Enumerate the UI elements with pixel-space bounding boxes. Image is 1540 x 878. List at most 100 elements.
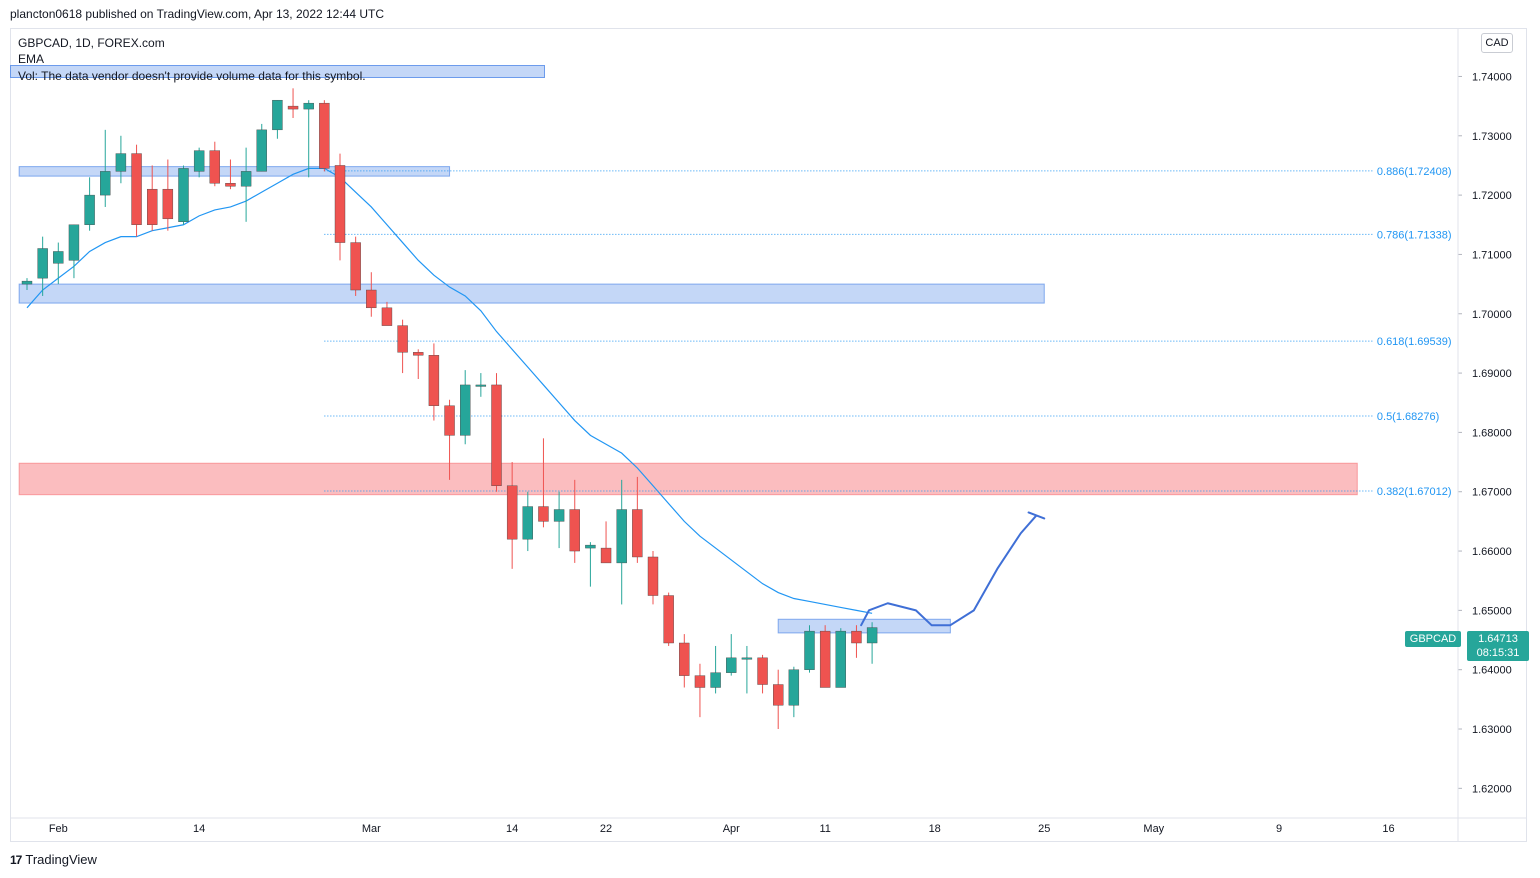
candle-body	[726, 657, 737, 673]
candle-body	[178, 168, 189, 223]
candle-body	[569, 509, 580, 552]
candle-32	[522, 491, 533, 552]
x-tick-label-8: 25	[1038, 823, 1050, 835]
x-tick-label-0: Feb	[49, 823, 68, 835]
candle-37	[600, 521, 612, 564]
candle-body	[115, 153, 127, 172]
x-tick-label-7: 18	[929, 823, 941, 835]
candle-26	[428, 343, 440, 421]
symbol-legend[interactable]: GBPCAD, 1D, FOREX.com	[18, 36, 165, 50]
candle-body	[679, 642, 690, 676]
fib-label-3: 0.5(1.68276)	[1377, 411, 1439, 423]
ema-line	[26, 167, 873, 614]
candle-1	[37, 236, 48, 296]
candle-0	[21, 278, 33, 291]
x-tick-label-3: 14	[506, 823, 518, 835]
candle-body	[616, 509, 627, 564]
candle-7	[131, 144, 142, 237]
candle-body	[553, 509, 565, 522]
ema-legend[interactable]: EMA	[18, 52, 45, 66]
y-tick-label-4: 1.70000	[1472, 309, 1512, 321]
candle-38	[616, 479, 627, 605]
footer-brand-label: TradingView	[25, 852, 97, 867]
candle-35	[569, 479, 580, 563]
zone-1	[18, 283, 1045, 304]
y-tick-label-12: 1.62000	[1472, 783, 1512, 795]
candle-body	[694, 675, 706, 688]
candle-47	[757, 654, 768, 694]
candle-5	[100, 129, 111, 207]
tradingview-logo-icon: 17	[10, 852, 22, 867]
candle-39	[632, 476, 643, 563]
candle-body	[444, 405, 455, 436]
candle-54	[866, 622, 878, 664]
zones-layer	[18, 166, 1358, 634]
candle-15	[256, 123, 267, 172]
price-tag-countdown: 08:15:31	[1476, 647, 1520, 659]
candle-body	[334, 165, 346, 243]
price-tag-value: 1.64713 08:15:31	[1467, 631, 1529, 661]
candle-body	[209, 150, 221, 184]
candle-body	[303, 102, 314, 110]
candle-body	[428, 355, 440, 406]
candle-40	[647, 551, 659, 605]
x-tick-label-1: 14	[193, 823, 205, 835]
currency-button[interactable]: CAD	[1481, 33, 1513, 53]
candle-body	[272, 99, 283, 131]
candle-body	[53, 251, 64, 264]
x-tick-label-5: Apr	[723, 823, 740, 835]
candle-body	[287, 105, 299, 110]
candle-body	[100, 171, 111, 196]
candle-9	[162, 159, 174, 231]
y-tick-label-2: 1.72000	[1472, 190, 1512, 202]
y-tick-label-0: 1.74000	[1472, 71, 1512, 83]
candle-48	[773, 669, 784, 730]
candle-body	[773, 684, 784, 706]
candle-body	[538, 506, 549, 522]
x-tick-label-4: 22	[600, 823, 612, 835]
candle-3	[68, 224, 80, 279]
candle-8	[146, 165, 158, 231]
candle-18	[303, 100, 314, 178]
candle-4	[84, 177, 95, 231]
candle-body	[397, 325, 408, 353]
y-tick-label-3: 1.71000	[1472, 249, 1512, 261]
candle-body	[804, 630, 815, 670]
candle-2	[53, 242, 64, 285]
candle-body	[193, 150, 205, 172]
volume-legend: Vol: The data vendor doesn't provide vol…	[18, 69, 366, 83]
price-axis: 1.74000 1.73000 1.72000 1.71000 1.70000 1.690…	[1457, 29, 1512, 842]
candle-49	[788, 666, 800, 718]
candle-52	[835, 628, 846, 688]
candle-body	[632, 509, 643, 558]
candle-28	[460, 370, 471, 445]
y-tick-label-5: 1.69000	[1472, 368, 1512, 380]
candle-53	[851, 625, 862, 658]
candle-11	[193, 147, 205, 178]
candle-body	[600, 547, 612, 564]
candle-body	[146, 188, 158, 225]
candle-33	[538, 438, 549, 528]
candle-50	[804, 625, 815, 673]
candle-body	[68, 224, 80, 261]
candle-body	[851, 630, 862, 644]
candle-17	[287, 88, 299, 118]
x-tick-label-10: 9	[1276, 823, 1282, 835]
time-axis: Feb 14 Mar 14 22 Apr 11 18 25 May 9 16	[11, 817, 1526, 835]
candle-30	[491, 373, 502, 492]
candle-body	[522, 506, 533, 540]
footer-brand[interactable]: 17 TradingView	[10, 852, 97, 867]
x-tick-label-11: 16	[1382, 823, 1394, 835]
candle-body	[710, 672, 721, 688]
publisher-header: plancton0618 published on TradingView.co…	[10, 7, 385, 21]
y-tick-label-7: 1.67000	[1472, 487, 1512, 499]
candle-34	[553, 491, 565, 549]
candle-22	[366, 272, 377, 317]
candle-41	[663, 592, 674, 646]
candle-body	[381, 307, 393, 326]
candle-25	[413, 349, 424, 380]
candle-body	[585, 544, 596, 549]
candle-14	[240, 147, 252, 222]
candle-body	[131, 153, 142, 225]
